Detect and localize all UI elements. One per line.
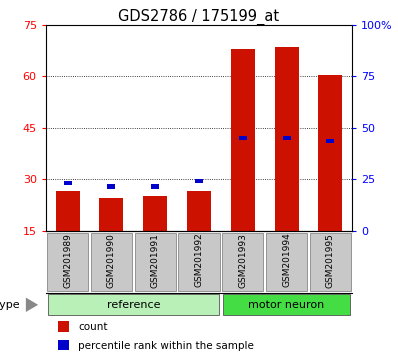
Text: percentile rank within the sample: percentile rank within the sample [78,341,254,351]
Text: reference: reference [107,300,160,310]
FancyBboxPatch shape [91,233,132,291]
FancyBboxPatch shape [222,294,351,315]
Polygon shape [26,298,38,312]
FancyBboxPatch shape [47,233,88,291]
Bar [58,321,69,332]
Bar [187,191,211,231]
Bar [318,75,342,231]
Text: cell type: cell type [0,300,20,310]
Text: GSM201992: GSM201992 [195,233,203,287]
Bar [326,139,334,143]
Bar [100,198,123,231]
Text: GSM201990: GSM201990 [107,233,116,287]
Bar [195,179,203,183]
Bar [239,136,247,140]
Text: GSM201994: GSM201994 [282,233,291,287]
Text: GSM201991: GSM201991 [151,233,160,287]
Title: GDS2786 / 175199_at: GDS2786 / 175199_at [119,8,279,25]
Bar [231,49,255,231]
FancyBboxPatch shape [266,233,307,291]
FancyBboxPatch shape [222,233,263,291]
Bar [283,136,291,140]
Bar [151,184,159,189]
Bar [275,47,298,231]
Bar [56,191,80,231]
FancyBboxPatch shape [47,294,219,315]
Text: GSM201995: GSM201995 [326,233,335,287]
Text: GSM201989: GSM201989 [63,233,72,287]
FancyBboxPatch shape [135,233,176,291]
FancyBboxPatch shape [178,233,220,291]
Text: GSM201993: GSM201993 [238,233,247,287]
Bar [143,196,167,231]
FancyBboxPatch shape [310,233,351,291]
Text: count: count [78,322,107,332]
Text: motor neuron: motor neuron [248,300,325,310]
Bar [107,184,115,189]
Bar [58,340,69,350]
Bar [64,181,72,185]
